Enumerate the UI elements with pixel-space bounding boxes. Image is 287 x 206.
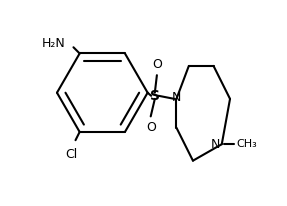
Text: CH₃: CH₃ (236, 139, 257, 149)
Text: O: O (152, 58, 162, 71)
Text: N: N (210, 138, 220, 151)
Text: Cl: Cl (65, 149, 77, 162)
Text: H₂N: H₂N (41, 37, 65, 50)
Text: S: S (150, 89, 160, 103)
Text: N: N (172, 91, 181, 104)
Text: O: O (146, 121, 156, 133)
